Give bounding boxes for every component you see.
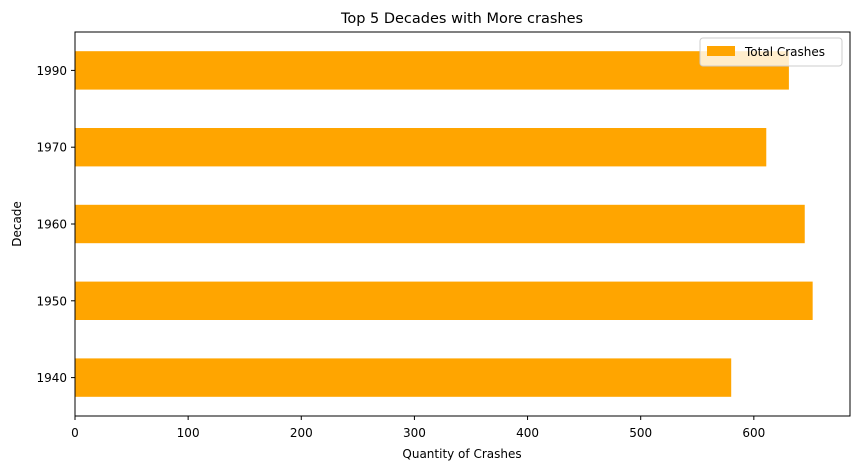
y-tick-label: 1940 [36, 371, 67, 385]
bar-1940 [75, 358, 732, 397]
y-axis-label: Decade [10, 201, 24, 247]
x-tick-label: 500 [629, 426, 652, 440]
plot-frame [74, 31, 851, 417]
y-tick-label: 1970 [36, 141, 67, 155]
x-axis-label: Quantity of Crashes [402, 447, 521, 461]
y-axis-ticks: 1940 1950 1960 1970 1990 [36, 64, 75, 385]
x-tick-label: 200 [290, 426, 313, 440]
x-tick-label: 0 [71, 426, 79, 440]
x-tick-label: 600 [742, 426, 765, 440]
legend: Total Crashes [699, 37, 843, 67]
legend-label: Total Crashes [744, 45, 825, 59]
bar-1990 [75, 51, 789, 90]
x-tick-label: 100 [177, 426, 200, 440]
bars-group [75, 51, 813, 397]
chart-title: Top 5 Decades with More crashes [340, 11, 583, 27]
bar-1950 [75, 281, 813, 320]
bar-1970 [75, 128, 767, 167]
y-tick-label: 1950 [36, 294, 67, 308]
y-tick-label: 1990 [36, 64, 67, 78]
x-axis-ticks: 0 100 200 300 400 500 600 [71, 416, 765, 440]
bar-1960 [75, 204, 805, 244]
y-tick-label: 1960 [36, 218, 67, 232]
x-tick-label: 300 [403, 426, 426, 440]
x-tick-label: 400 [516, 426, 539, 440]
legend-swatch [707, 46, 735, 56]
legend-frame [699, 37, 843, 67]
